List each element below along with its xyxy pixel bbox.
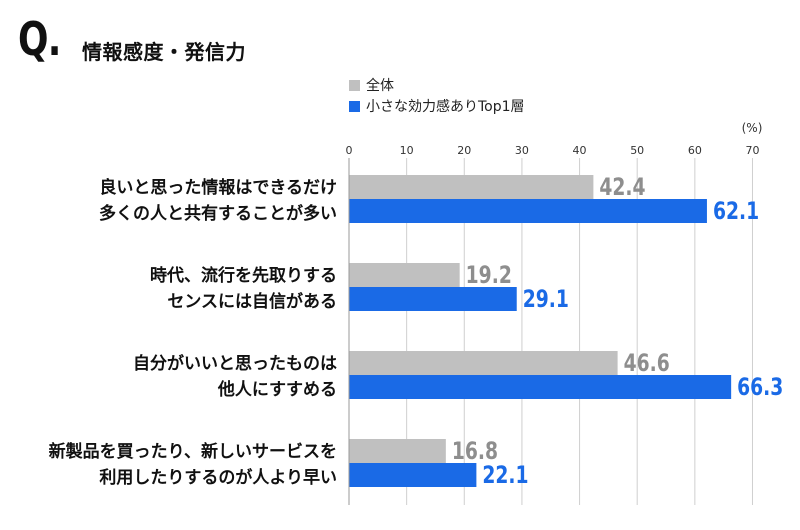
tick-label-60: 60 xyxy=(688,144,702,157)
legend-label-1: 小さな効力感ありTop1層 xyxy=(366,98,525,115)
bar-top1-2 xyxy=(349,375,732,399)
category-label-2-1: 他人にすすめる xyxy=(217,379,337,400)
value-label-all-0: 42.4 xyxy=(599,174,645,202)
tick-label-50: 50 xyxy=(630,144,644,157)
value-label-all-3: 16.8 xyxy=(452,438,498,466)
bar-top1-3 xyxy=(349,463,477,487)
value-label-top1-0: 62.1 xyxy=(713,198,759,226)
value-label-top1-2: 66.3 xyxy=(737,374,783,402)
value-label-top1-3: 22.1 xyxy=(482,462,528,490)
value-label-all-1: 19.2 xyxy=(466,262,512,290)
question-title: 情報感度・発信力 xyxy=(82,40,246,64)
category-label-3-0: 新製品を買ったり、新しいサービスを xyxy=(49,441,337,462)
tick-label-70: 70 xyxy=(745,144,759,157)
value-label-top1-1: 29.1 xyxy=(523,286,569,314)
tick-label-40: 40 xyxy=(573,144,587,157)
bar-all-0 xyxy=(349,175,594,199)
category-label-1-0: 時代、流行を先取りする xyxy=(150,265,337,286)
question-mark-label: Q. xyxy=(18,12,61,66)
tick-label-20: 20 xyxy=(457,144,471,157)
category-label-1-1: センスには自信がある xyxy=(167,291,337,312)
unit-label: (%) xyxy=(742,121,763,135)
bar-top1-0 xyxy=(349,199,707,223)
legend-label-0: 全体 xyxy=(366,77,394,94)
bar-all-1 xyxy=(349,263,460,287)
bar-top1-1 xyxy=(349,287,517,311)
category-label-0-1: 多くの人と共有することが多い xyxy=(99,203,337,224)
category-label-3-1: 利用したりするのが人より早い xyxy=(99,467,337,488)
legend-swatch-0 xyxy=(349,80,360,91)
value-label-all-2: 46.6 xyxy=(624,350,670,378)
tick-label-0: 0 xyxy=(346,144,353,157)
bar-all-2 xyxy=(349,351,618,375)
bar-all-3 xyxy=(349,439,446,463)
tick-label-30: 30 xyxy=(515,144,529,157)
tick-label-10: 10 xyxy=(400,144,414,157)
legend-swatch-1 xyxy=(349,101,360,112)
category-label-2-0: 自分がいいと思ったものは xyxy=(133,353,337,374)
category-label-0-0: 良いと思った情報はできるだけ xyxy=(99,177,337,198)
